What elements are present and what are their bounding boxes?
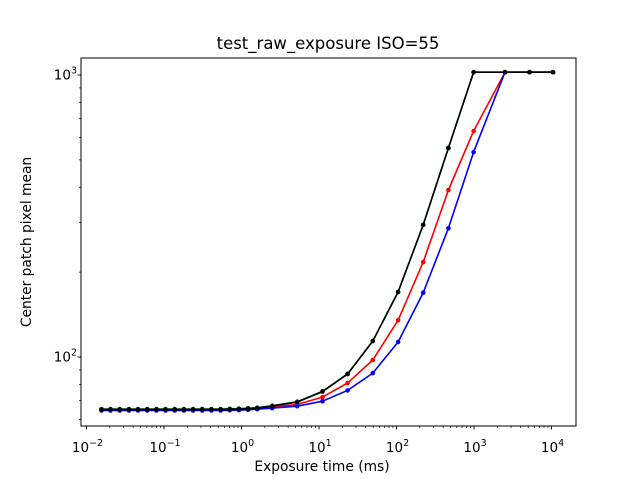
data-point-black-channel [236,406,242,412]
data-point-black-channel [218,407,223,412]
data-point-blue-channel [420,290,426,296]
data-point-black-channel [190,407,196,412]
data-point-black-channel [395,289,401,295]
data-point-blue-channel [320,398,325,404]
data-point-red-channel [370,357,376,363]
data-point-black-channel [181,407,187,412]
data-point-red-channel [395,317,401,323]
data-point-blue-channel [446,226,451,231]
data-point-red-channel [345,380,350,386]
data-point-black-channel [117,407,122,412]
plot-frame [80,57,577,427]
series-layer [99,69,556,413]
data-point-black-channel [294,399,300,405]
data-point-black-channel [154,407,159,412]
chart-title: test_raw_exposure ISO=55 [217,34,440,54]
data-point-black-channel [209,407,214,412]
data-point-blue-channel [395,339,401,345]
data-point-black-channel [345,371,350,377]
data-point-red-channel [471,128,476,134]
data-point-blue-channel [294,403,300,409]
data-point-black-channel [199,407,205,412]
data-point-red-channel [320,394,325,400]
data-point-black-channel [254,405,260,411]
data-point-blue-channel [345,388,350,393]
data-point-black-channel [320,389,325,394]
data-point-black-channel [163,407,168,412]
data-point-black-channel [420,222,426,228]
data-point-blue-channel [370,370,376,376]
data-point-black-channel [144,407,150,412]
data-point-black-channel [245,406,251,411]
series-black-channel [99,69,556,412]
data-point-black-channel [370,338,376,344]
data-point-red-channel [420,259,426,265]
data-point-red-channel [446,187,451,193]
data-point-black-channel [99,407,104,412]
data-point-black-channel [502,69,508,75]
data-point-black-channel [172,407,177,412]
data-point-black-channel [446,145,451,151]
data-point-black-channel [527,69,532,75]
y-axis-label: Center patch pixel mean [19,157,35,327]
data-point-black-channel [108,407,113,412]
data-point-blue-channel [471,149,476,155]
data-point-black-channel [550,69,556,75]
data-point-black-channel [227,406,232,412]
data-point-black-channel [126,407,132,412]
data-point-black-channel [135,407,141,412]
data-point-black-channel [471,69,476,75]
x-axis-label: Exposure time (ms) [254,459,389,475]
data-point-black-channel [269,403,275,409]
